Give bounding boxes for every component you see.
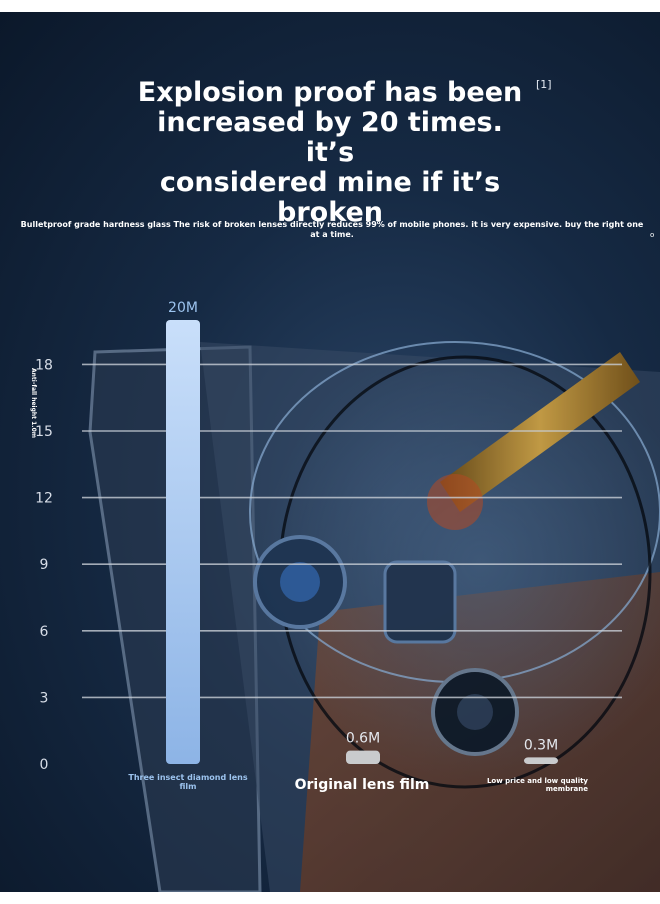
phone-illustration — [88, 341, 660, 892]
bar-3 — [524, 757, 558, 764]
y-tick-label-3: 3 — [40, 690, 49, 706]
infographic-panel: Explosion proof has been increased by 20… — [0, 12, 660, 892]
bars — [166, 320, 558, 764]
bar-2 — [346, 750, 380, 764]
bar-chart: 0 3 6 9 12 15 18 20M 0.6M 0.3M Three insect diam… — [30, 300, 660, 892]
y-axis-label: Anti-fall height 1.0m — [30, 368, 37, 438]
category-label-3: Low price and low quality membrane — [487, 777, 588, 793]
title-line-1: Explosion proof has been — [137, 77, 523, 108]
y-tick-label-18: 18 — [35, 357, 53, 373]
value-label-3: 0.3M — [524, 737, 558, 753]
y-tick-label-9: 9 — [40, 557, 49, 573]
title-line-4: broken — [277, 197, 383, 228]
stray-mark: o — [650, 231, 655, 239]
y-tick-label-15: 15 — [35, 424, 53, 440]
value-label-1: 20M — [168, 300, 198, 316]
title-line-2: increased by 20 times. it’s — [157, 107, 503, 168]
page-title: Explosion proof has been increased by 20… — [130, 78, 530, 228]
y-tick-label-6: 6 — [40, 624, 49, 640]
category-label-2: Original lens film — [295, 777, 430, 793]
footnote-marker: [1] — [536, 78, 552, 91]
y-tick-label-0: 0 — [40, 757, 49, 773]
y-tick-labels: 0 3 6 9 12 15 18 — [35, 357, 53, 773]
subtitle: Bulletproof grade hardness glass The ris… — [20, 220, 644, 239]
category-label-1: Three insect diamond lens film — [128, 773, 247, 791]
value-labels: 20M 0.6M 0.3M — [168, 300, 558, 753]
category-labels: Three insect diamond lens film Original le… — [128, 773, 588, 793]
bar-1 — [166, 320, 200, 764]
value-label-2: 0.6M — [346, 731, 380, 747]
title-line-3: considered mine if it’s — [159, 167, 501, 198]
y-tick-label-12: 12 — [35, 491, 53, 507]
